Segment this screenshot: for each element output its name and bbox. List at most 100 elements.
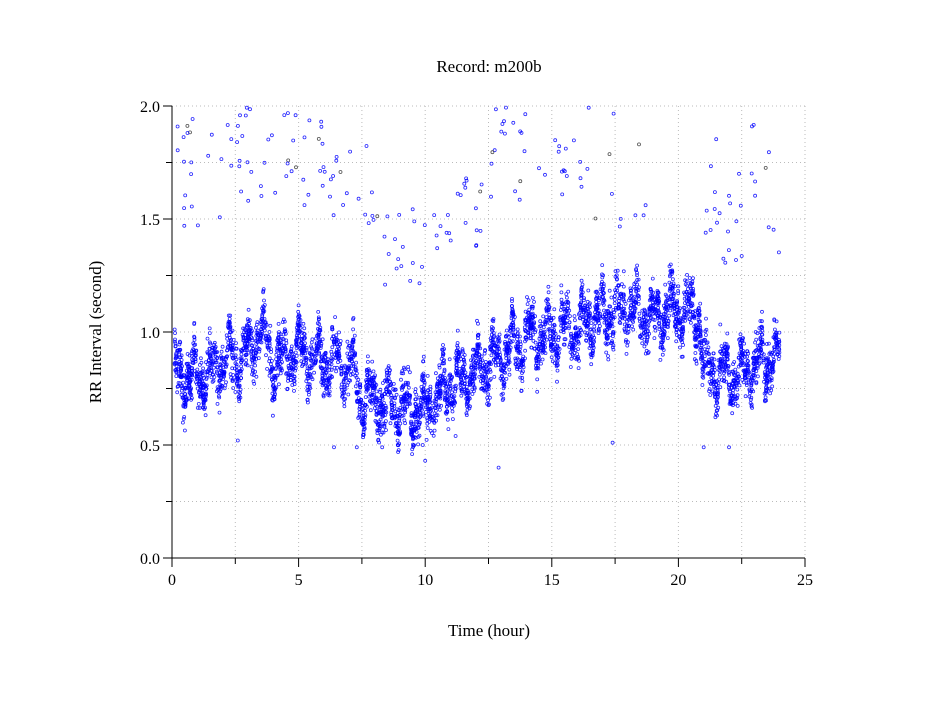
data-point bbox=[355, 398, 360, 403]
data-point bbox=[396, 448, 401, 453]
data-point bbox=[439, 403, 444, 408]
data-point bbox=[489, 353, 494, 358]
data-point bbox=[525, 295, 529, 300]
data-point bbox=[566, 289, 571, 294]
data-point bbox=[323, 367, 328, 372]
data-point bbox=[195, 382, 199, 386]
data-point bbox=[700, 383, 705, 387]
data-point bbox=[253, 351, 258, 356]
data-point bbox=[320, 141, 325, 146]
data-point bbox=[712, 207, 717, 211]
data-point bbox=[761, 356, 766, 361]
data-point bbox=[759, 339, 764, 344]
data-point bbox=[563, 146, 568, 151]
data-point bbox=[529, 345, 534, 350]
data-point bbox=[293, 350, 298, 355]
data-point bbox=[503, 370, 508, 375]
data-point bbox=[390, 407, 394, 412]
data-point bbox=[637, 285, 641, 290]
data-point bbox=[416, 434, 421, 439]
data-point bbox=[590, 343, 595, 348]
data-point bbox=[335, 365, 340, 370]
data-point bbox=[481, 377, 485, 382]
data-point bbox=[715, 220, 719, 225]
data-point bbox=[262, 316, 267, 321]
data-point bbox=[722, 356, 727, 361]
data-point bbox=[350, 340, 355, 345]
data-point bbox=[693, 323, 698, 328]
data-point bbox=[534, 359, 539, 364]
data-point bbox=[342, 400, 347, 405]
data-point bbox=[318, 168, 323, 173]
data-point bbox=[350, 344, 355, 349]
data-point bbox=[182, 415, 187, 419]
data-point bbox=[342, 382, 347, 387]
data-point bbox=[507, 367, 512, 372]
data-point bbox=[254, 322, 259, 327]
data-point bbox=[266, 137, 271, 142]
data-point bbox=[746, 369, 751, 374]
data-point bbox=[349, 364, 354, 368]
data-point bbox=[319, 343, 324, 348]
data-point bbox=[713, 190, 717, 195]
data-point bbox=[270, 413, 275, 418]
data-point bbox=[172, 327, 177, 332]
data-point bbox=[520, 363, 524, 368]
data-point bbox=[473, 372, 478, 377]
data-point bbox=[421, 354, 426, 359]
data-point bbox=[529, 304, 534, 309]
data-point bbox=[602, 320, 607, 325]
data-point bbox=[338, 339, 343, 343]
data-point bbox=[493, 356, 498, 361]
data-point bbox=[704, 316, 708, 321]
data-point bbox=[772, 357, 776, 362]
data-point bbox=[282, 319, 287, 324]
data-point bbox=[679, 338, 683, 343]
data-point bbox=[623, 311, 627, 316]
data-point bbox=[718, 361, 723, 366]
data-point bbox=[340, 394, 345, 399]
data-point bbox=[549, 347, 553, 352]
data-point bbox=[495, 339, 500, 343]
data-point bbox=[554, 347, 558, 352]
data-point bbox=[646, 350, 651, 355]
data-point bbox=[624, 351, 629, 356]
data-point bbox=[648, 314, 653, 319]
data-point bbox=[610, 324, 615, 329]
data-point bbox=[181, 135, 186, 140]
data-point bbox=[347, 367, 352, 372]
data-point bbox=[626, 326, 631, 331]
data-point bbox=[610, 440, 615, 445]
data-point bbox=[295, 337, 300, 342]
data-point bbox=[191, 360, 195, 365]
data-point bbox=[294, 353, 299, 358]
data-point bbox=[489, 346, 494, 351]
data-point bbox=[413, 409, 418, 414]
data-point bbox=[411, 428, 416, 432]
data-point bbox=[180, 384, 185, 389]
data-point bbox=[304, 357, 309, 362]
data-point bbox=[560, 302, 565, 307]
data-point bbox=[755, 331, 760, 336]
data-point bbox=[228, 313, 233, 318]
data-point bbox=[178, 340, 183, 345]
data-point bbox=[428, 406, 433, 411]
data-point bbox=[750, 124, 754, 129]
data-point bbox=[565, 300, 570, 304]
data-point bbox=[734, 381, 739, 386]
data-point bbox=[385, 214, 390, 219]
data-point bbox=[531, 304, 535, 309]
data-point bbox=[511, 325, 516, 330]
data-point bbox=[585, 304, 589, 309]
data-point bbox=[458, 382, 463, 387]
data-point bbox=[305, 384, 310, 389]
data-point bbox=[409, 419, 414, 424]
data-point bbox=[299, 359, 304, 364]
data-point bbox=[755, 365, 760, 370]
data-point bbox=[412, 443, 417, 448]
data-point bbox=[612, 301, 617, 306]
data-point bbox=[529, 323, 533, 328]
data-point bbox=[227, 316, 232, 321]
data-point bbox=[320, 337, 325, 342]
data-point bbox=[504, 356, 509, 361]
